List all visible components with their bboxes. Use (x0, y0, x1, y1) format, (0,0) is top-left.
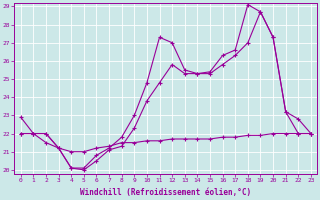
X-axis label: Windchill (Refroidissement éolien,°C): Windchill (Refroidissement éolien,°C) (80, 188, 252, 197)
